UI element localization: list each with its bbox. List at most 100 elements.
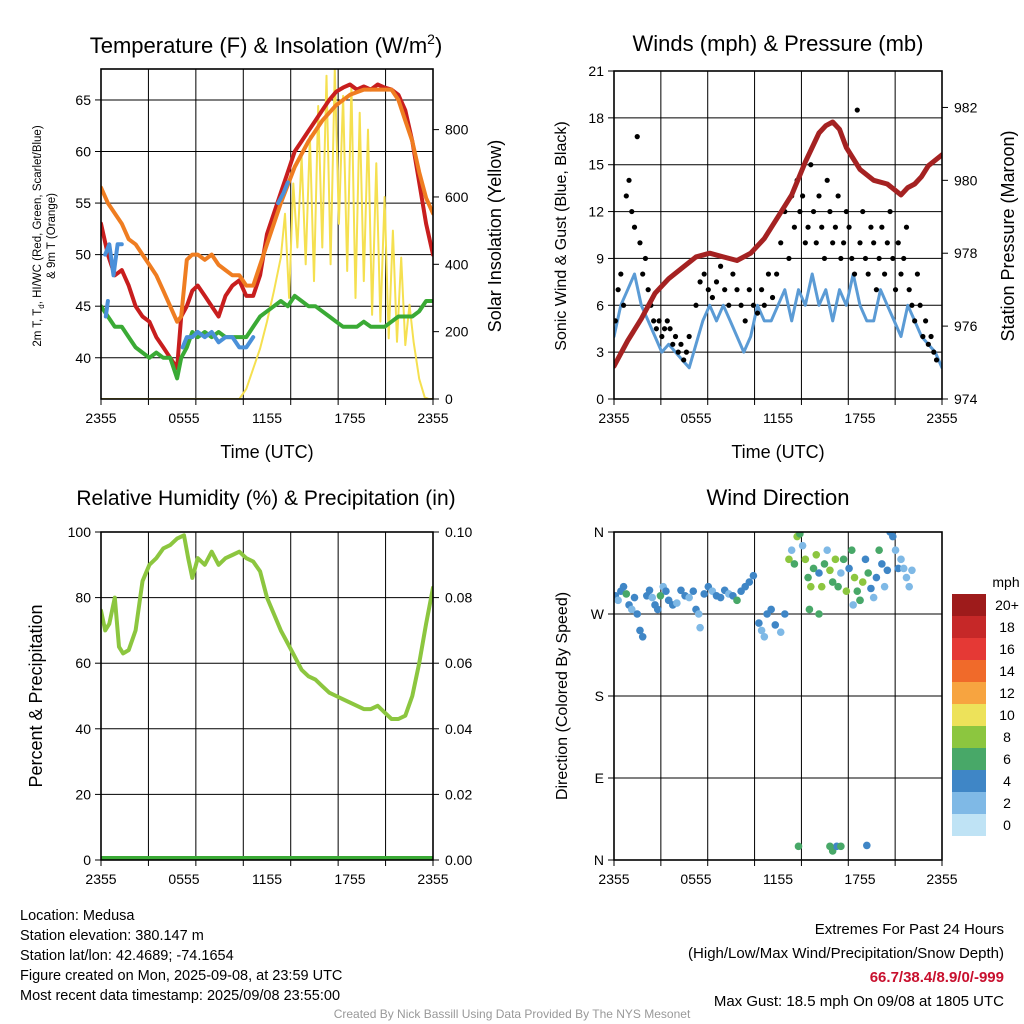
winds-y-tick-label: 3 [596, 344, 604, 360]
gust-point [830, 240, 836, 246]
gust-point [928, 333, 934, 340]
direction-point [781, 610, 789, 618]
direction-point [826, 566, 834, 575]
temperature-series-line [276, 180, 290, 206]
station-location: Location: Medusa [20, 908, 135, 924]
winds-x-tick-label: 1755 [844, 410, 875, 426]
legend-label: 18 [999, 619, 1015, 635]
gust-point [701, 271, 707, 277]
humidity-x-tick-label: 1755 [334, 871, 365, 887]
winds-xlabel: Time (UTC) [731, 442, 824, 462]
gust-point [726, 302, 732, 308]
temperature-series-line [101, 293, 433, 381]
pressure-line [614, 119, 942, 369]
gust-point [797, 208, 803, 215]
gust-point [637, 240, 643, 246]
insolation-line [101, 69, 433, 399]
direction-point [798, 541, 807, 550]
direction-y-tick-label: N [594, 852, 604, 868]
direction-point [812, 550, 821, 559]
direction-point [785, 555, 793, 564]
gust-point [661, 326, 668, 332]
direction-point [790, 560, 799, 568]
temperature-ylabel-sub: d [37, 304, 46, 308]
direction-title: Wind Direction [706, 485, 849, 510]
gust-point [659, 333, 665, 340]
gust-point [693, 302, 699, 308]
gust-point [937, 0, 942, 3]
direction-point [648, 593, 657, 602]
direction-x-tick-label: 2355 [926, 871, 957, 887]
gust-point [778, 240, 784, 246]
direction-point [614, 596, 622, 605]
direction-point [685, 593, 693, 602]
direction-x-tick-label: 1755 [844, 871, 875, 887]
gust-point [824, 177, 830, 183]
gust-point [835, 193, 841, 199]
temperature-title-main: Temperature (F) & Insolation (W/m [90, 33, 427, 58]
gust-point [879, 224, 885, 230]
temperature-x-tick-label: 2355 [85, 410, 116, 426]
gust-point [765, 271, 772, 277]
winds-y2label: Station Pressure (Maroon) [998, 130, 1018, 341]
direction-point [636, 626, 644, 635]
direction-point [875, 546, 883, 555]
extremes-values: 66.7/38.4/8.9/0/-999 [869, 969, 1004, 986]
winds-x-tick-label: 0555 [680, 410, 711, 426]
direction-point [889, 532, 897, 541]
direction-point [839, 555, 848, 564]
station-latlon: Station lat/lon: 42.4689; -74.1654 [20, 948, 234, 964]
gust-point [854, 107, 860, 113]
winds-frame [613, 70, 943, 400]
sustained-wind-line [614, 272, 942, 370]
max-gust: Max Gust: 18.5 mph On 09/08 at 1805 UTC [713, 993, 1004, 1010]
speed-legend: 20+ 18 16 14 12 10 8 6 4 2 0 [952, 594, 1019, 836]
humidity-x-tick-label: 0555 [168, 871, 199, 887]
humidity-y-tick-label: 20 [75, 786, 91, 802]
humidity-y-tick-label: 100 [68, 524, 92, 540]
humidity-y2-tick-label: 0.06 [445, 655, 472, 671]
gust-point [849, 255, 855, 262]
direction-point [850, 573, 859, 582]
direction-point [894, 564, 903, 573]
humidity-y2-tick-label: 0.10 [445, 524, 472, 540]
gust-point [808, 162, 814, 168]
winds-y2-tick-label: 976 [954, 318, 978, 334]
gust-point [709, 294, 716, 301]
gust-point [832, 224, 839, 230]
humidity-title: Relative Humidity (%) & Precipitation (i… [76, 487, 455, 510]
gust-point [667, 326, 673, 332]
gust-point [675, 349, 681, 355]
winds-y2-tick-label: 978 [954, 245, 978, 261]
temperature-series-line [101, 87, 433, 324]
gust-point [843, 208, 849, 215]
humidity-y2-tick-label: 0.02 [445, 786, 472, 802]
humidity-x-tick-label: 2355 [85, 871, 116, 887]
gust-point [623, 193, 629, 199]
gust-point [882, 271, 888, 277]
figure-created: Figure created on Mon, 2025-09-08, at 23… [20, 968, 343, 984]
gust-point [620, 302, 627, 308]
temperature-y-tick-label: 50 [75, 247, 91, 263]
legend-swatch [952, 594, 986, 616]
temperature-x-tick-label: 1155 [252, 410, 282, 426]
humidity-y-tick-label: 60 [75, 655, 91, 671]
legend-swatch [952, 682, 986, 704]
legend-label: 2 [1003, 795, 1011, 811]
temperature-series-line [103, 242, 124, 278]
gust-point [933, 357, 940, 363]
gust-point [750, 302, 757, 308]
direction-point [630, 593, 639, 602]
direction-frame [613, 531, 943, 861]
winds-y-tick-label: 12 [588, 204, 604, 220]
temperature-y2label: Solar Insolation (Yellow) [485, 140, 505, 332]
direction-point [807, 582, 815, 591]
temperature-y2-tick-label: 600 [445, 189, 469, 205]
recent-data-timestamp: Most recent data timestamp: 2025/09/08 2… [20, 988, 341, 1004]
direction-point [749, 571, 758, 580]
direction-point [905, 582, 913, 591]
direction-point [883, 566, 892, 575]
temperature-y-tick-label: 55 [75, 195, 91, 211]
gust-point [656, 318, 662, 324]
